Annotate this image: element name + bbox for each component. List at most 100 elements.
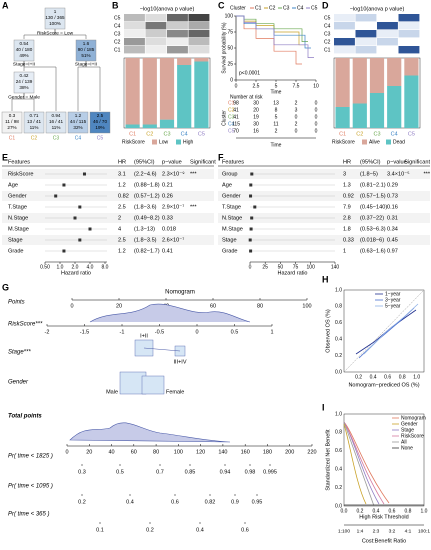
x-tick-label: 0.2 — [357, 508, 364, 514]
leaf-label: C1 — [9, 135, 16, 141]
net-benefit-curve — [343, 421, 375, 507]
legend-label: None — [401, 445, 413, 451]
risk-count: 11 — [273, 121, 278, 127]
split-label: Gender = Male — [8, 94, 40, 100]
x-tick-label: 1.0 — [421, 508, 428, 514]
table-cell: 1.2 — [118, 182, 126, 188]
table-cell: 2.9×10⁻⁷ — [162, 203, 184, 210]
panel-title: −log10(anova p value) — [350, 6, 405, 12]
table-header: p−value — [387, 159, 407, 165]
risk-count: 0 — [315, 121, 318, 127]
row-band — [2, 191, 214, 201]
panel-label: D — [322, 0, 329, 10]
x-tick-label: C4 — [391, 131, 398, 137]
table-cell: 0.018 — [162, 226, 176, 232]
table-cell: (0.018−6) — [360, 237, 384, 243]
x-axis-label: High Risk Threshold — [359, 514, 408, 520]
node-text: 11 / 98 — [5, 119, 19, 124]
row-band — [2, 235, 214, 245]
annotation: p<0.0001 — [239, 70, 260, 76]
row-label: RiskScore*** — [8, 322, 43, 328]
heat-cell — [124, 46, 145, 54]
table-cell: (0.81−2.1) — [360, 182, 386, 188]
risk-row-label: C1 — [228, 100, 235, 106]
table-cell: 0.31 — [387, 215, 398, 221]
tree-node — [89, 111, 111, 134]
table-cell: (0.57−1.5) — [360, 193, 386, 199]
heat-cell — [398, 46, 420, 54]
node-text: 27% — [7, 125, 16, 130]
panel-label: B — [112, 0, 119, 10]
tree-edge — [77, 61, 87, 111]
table-cell: 0.73 — [387, 193, 398, 199]
row-label: Pr( time < 1095 ) — [8, 484, 53, 490]
table-header: HR — [118, 159, 126, 165]
table-cell: Stage — [222, 237, 237, 243]
tick-label: 0.82 — [205, 499, 216, 505]
y-tick-label: 0.8 — [335, 304, 342, 310]
heat-cell — [188, 38, 210, 46]
risk-title: Number at risk — [230, 94, 263, 100]
legend-swatch — [386, 139, 391, 145]
y-tick-label: 0.4 — [335, 467, 342, 473]
x-tick-label: 8.0 — [102, 264, 109, 270]
level-label: Female — [166, 389, 184, 395]
table-header: p−value — [162, 159, 182, 165]
tick-label: 100 — [302, 303, 311, 309]
y-tick-label: 0.2 — [335, 353, 342, 359]
risk-count: 70 — [233, 128, 239, 134]
row-label: C1 — [114, 47, 121, 53]
split-label: Stage=I+II — [75, 61, 97, 67]
risk-count: 2 — [295, 121, 298, 127]
x-tick-label: 1.0 — [57, 264, 64, 270]
x-axis-label: Hazard ratio — [278, 270, 308, 276]
bar-segment — [404, 58, 419, 76]
table-cell: M.Stage — [222, 226, 243, 232]
bar-segment — [159, 119, 175, 128]
legend-label: Nomogram — [401, 415, 426, 421]
x-tick-label: C4 — [181, 131, 188, 137]
risk-count: 2 — [295, 100, 298, 106]
leaf-label: C4 — [75, 135, 82, 141]
bar-segment — [125, 58, 140, 125]
table-cell: 1.8 — [343, 226, 351, 232]
table-header: (95%CI) — [134, 159, 155, 165]
x-tick-label: C3 — [163, 131, 170, 137]
x-tick-label: 75 — [293, 264, 299, 270]
table-cell: Grade — [222, 248, 238, 254]
table-cell: 0.33 — [343, 237, 354, 243]
hr-point — [250, 216, 254, 220]
table-cell: 3.4×10⁻⁵ — [387, 170, 410, 177]
heat-cell — [188, 14, 210, 22]
bar-segment — [125, 124, 140, 128]
heat-cell — [167, 46, 188, 54]
tick-label: 0.2 — [146, 527, 154, 533]
calibration-curve — [363, 303, 419, 355]
tree-edge — [85, 61, 101, 111]
tick-label: 0.3 — [78, 469, 86, 475]
table-cell: 1.2 — [118, 248, 126, 254]
table-cell: 7.9 — [343, 204, 351, 210]
table-cell: 0.82 — [118, 193, 129, 199]
table-cell: (1.8−5) — [360, 171, 378, 177]
heat-cell — [355, 38, 377, 46]
tick-label: 0.9 — [231, 499, 239, 505]
table-cell: T.Stage — [222, 204, 241, 210]
x2-axis-label: Cost:Benefit Ratio — [362, 538, 406, 544]
tree-node — [13, 71, 35, 94]
table-cell: (1.8−3.6) — [134, 204, 157, 210]
table-cell: Age — [222, 182, 232, 188]
node-text: 19% — [95, 125, 104, 130]
legend-label: Dead — [393, 139, 405, 145]
y-tick-label: 1.0 — [335, 411, 342, 417]
tick-label: 80 — [257, 303, 263, 309]
legend-label: C1 — [255, 5, 262, 11]
x-tick-label: C2 — [356, 131, 363, 137]
table-cell: (0.53−6.3) — [360, 226, 386, 232]
table-cell: 0.97 — [387, 248, 398, 254]
table-header: Features — [222, 159, 244, 165]
panel-title: −log10(anova p value) — [140, 6, 195, 12]
node-text: 13 / 41 — [27, 119, 41, 124]
bar-segment — [387, 86, 402, 128]
node-text: 40 / 180 — [16, 47, 33, 52]
